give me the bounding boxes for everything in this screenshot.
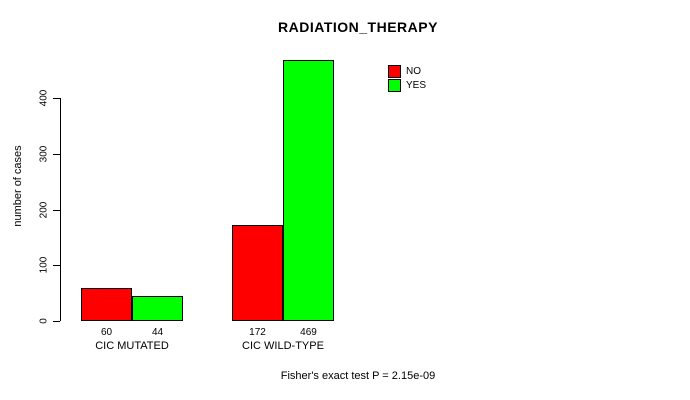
bar-value-label: 469 (300, 327, 317, 338)
legend-label-no: NO (406, 66, 421, 77)
bar-yes-cic-wild-type (283, 60, 334, 321)
y-tick-label: 0 (38, 318, 50, 324)
y-tick-mark (53, 321, 60, 322)
stat-annotation: Fisher's exact test P = 2.15e-09 (280, 370, 436, 382)
bar-no-cic-mutated (81, 288, 132, 321)
legend-label-yes: YES (406, 80, 427, 91)
y-tick-label: 400 (38, 89, 50, 107)
bar-no-cic-wild-type (232, 225, 283, 321)
y-tick-mark (53, 154, 60, 155)
y-tick-mark (53, 265, 60, 266)
legend-swatch-yes (388, 79, 401, 92)
y-tick-label: 100 (38, 256, 50, 274)
legend-swatch-no (388, 65, 401, 78)
y-axis-line (60, 98, 61, 321)
bar-yes-cic-mutated (132, 296, 183, 321)
legend: NO YES (388, 65, 426, 93)
category-label: CIC WILD-TYPE (242, 340, 324, 352)
y-tick-label: 300 (38, 145, 50, 163)
legend-item-no: NO (388, 65, 426, 78)
category-label: CIC MUTATED (95, 340, 169, 352)
legend-item-yes: YES (388, 79, 426, 92)
bar-value-label: 60 (100, 327, 113, 338)
bar-value-label: 172 (249, 327, 266, 338)
y-tick-mark (53, 98, 60, 99)
y-tick-mark (53, 210, 60, 211)
y-axis-label: number of cases (12, 145, 24, 227)
bar-value-label: 44 (151, 327, 164, 338)
y-tick-label: 200 (38, 201, 50, 219)
chart-title: RADIATION_THERAPY (278, 19, 438, 35)
